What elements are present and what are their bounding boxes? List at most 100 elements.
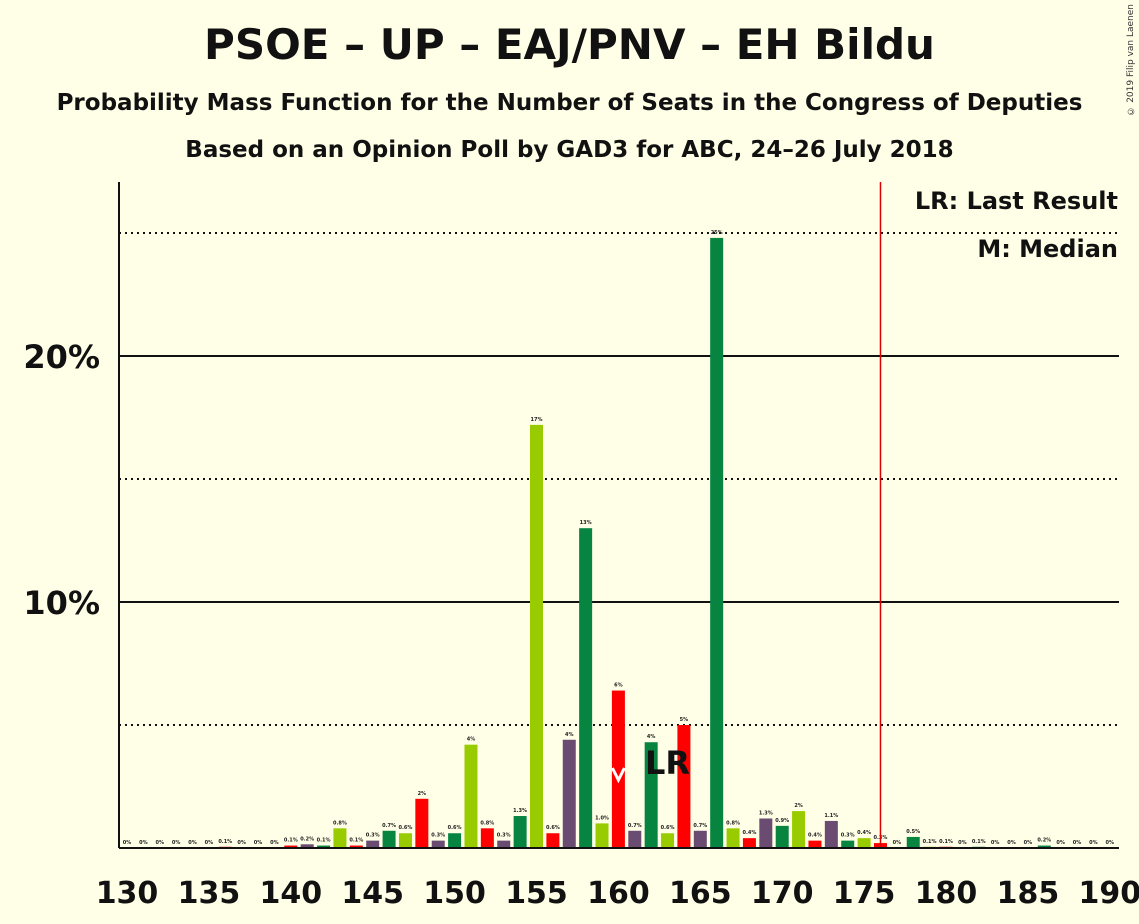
legend-last-result: LR: Last Result — [915, 187, 1118, 215]
data-label-148: 2% — [418, 791, 427, 797]
bar-165 — [693, 830, 707, 848]
data-label-173: 1.1% — [824, 813, 838, 819]
bar-168 — [742, 838, 756, 848]
y-axis-ticks: 10% 20% — [23, 338, 100, 622]
bar-148 — [415, 798, 429, 848]
gridlines — [119, 232, 1119, 726]
data-label-169: 1.3% — [759, 810, 773, 816]
bar-164 — [677, 725, 691, 848]
bar-152 — [480, 828, 494, 848]
x-tick-label: 130 — [96, 876, 159, 911]
bar-142 — [317, 845, 331, 848]
y-tick-label: 20% — [23, 338, 100, 376]
bar-159 — [595, 823, 609, 848]
bar-140 — [284, 845, 298, 848]
bar-170 — [775, 825, 789, 848]
last-result-marker: LR — [645, 744, 690, 782]
bar-141 — [300, 844, 314, 848]
bar-155 — [530, 424, 543, 848]
legend-median: M: Median — [977, 235, 1118, 263]
data-label-152: 0.8% — [480, 820, 494, 826]
data-label-142: 0.1% — [317, 838, 331, 844]
bar-149 — [431, 840, 445, 848]
data-label-136: 0.1% — [218, 839, 232, 845]
x-tick-label: 145 — [341, 876, 404, 911]
data-label-143: 0.8% — [333, 820, 347, 826]
x-tick-label: 180 — [915, 876, 978, 911]
x-tick-label: 140 — [259, 876, 322, 911]
bar-174 — [841, 840, 855, 848]
data-label-132: 0% — [156, 840, 165, 846]
chart-subtitle: Probability Mass Function for the Number… — [56, 90, 1083, 116]
data-label-149: 0.3% — [431, 833, 445, 839]
data-label-137: 0% — [237, 840, 246, 846]
data-label-153: 0.3% — [497, 833, 511, 839]
bar-147 — [398, 833, 412, 848]
data-label-151: 4% — [467, 737, 476, 743]
x-tick-label: 155 — [505, 876, 568, 911]
bar-186 — [1037, 845, 1051, 848]
data-label-138: 0% — [254, 840, 263, 846]
bar-146 — [382, 830, 396, 848]
bar-163 — [661, 833, 675, 848]
bar-171 — [792, 811, 806, 848]
data-label-189: 0% — [1089, 840, 1098, 846]
data-label-174: 0.3% — [841, 833, 855, 839]
data-label-165: 0.7% — [693, 823, 707, 829]
bar-150 — [448, 833, 462, 848]
bar-169 — [759, 818, 773, 848]
bar-167 — [726, 828, 740, 848]
data-label-145: 0.3% — [366, 833, 380, 839]
bar-162 — [644, 742, 658, 848]
x-tick-label: 185 — [997, 876, 1060, 911]
data-label-177: 0% — [893, 840, 902, 846]
data-label-160: 6% — [614, 683, 623, 689]
y-tick-label: 10% — [23, 584, 100, 622]
data-label-186: 0.2% — [1037, 838, 1051, 844]
data-label-155: 17% — [531, 417, 543, 423]
bar-173 — [824, 820, 838, 848]
x-tick-label: 190 — [1078, 876, 1139, 911]
data-label-141: 0.2% — [300, 836, 314, 842]
data-label-161: 0.7% — [628, 823, 642, 829]
median-marker — [611, 767, 626, 784]
data-label-183: 0% — [991, 840, 1000, 846]
data-label-158: 13% — [580, 520, 592, 526]
data-label-147: 0.6% — [399, 825, 413, 831]
chart-title: PSOE – UP – EAJ/PNV – EH Bildu — [204, 20, 935, 69]
data-labels: 0% 0% 0% 0% 0% 0% 0.1% 0% 0% 0% 0.1% 0.2% 0.1%0.8%0.… — [123, 230, 1114, 846]
bar-172 — [808, 840, 822, 848]
data-label-170: 0.9% — [775, 818, 789, 824]
bar-157 — [562, 739, 576, 848]
data-label-150: 0.6% — [448, 825, 462, 831]
data-label-181: 0% — [958, 840, 967, 846]
chart-subtitle-source: Based on an Opinion Poll by GAD3 for ABC… — [185, 137, 954, 163]
bar-175 — [857, 838, 871, 848]
data-label-139: 0% — [270, 840, 279, 846]
data-label-146: 0.7% — [382, 823, 396, 829]
data-label-130: 0% — [123, 840, 132, 846]
bars — [218, 237, 1051, 849]
x-tick-label: 135 — [178, 876, 241, 911]
data-label-175: 0.4% — [857, 830, 871, 836]
x-tick-label: 160 — [587, 876, 650, 911]
data-label-172: 0.4% — [808, 833, 822, 839]
bar-145 — [366, 840, 380, 848]
bar-158 — [579, 528, 593, 848]
data-label-162: 4% — [647, 734, 656, 740]
data-label-168: 0.4% — [743, 830, 757, 836]
data-label-133: 0% — [172, 840, 181, 846]
data-label-140: 0.1% — [284, 838, 298, 844]
data-label-190: 0% — [1106, 840, 1115, 846]
data-label-182: 0.1% — [972, 839, 986, 845]
data-label-157: 4% — [565, 732, 574, 738]
data-label-135: 0% — [205, 840, 214, 846]
bar-151 — [464, 744, 478, 848]
data-label-180: 0.1% — [939, 839, 953, 845]
data-label-185: 0% — [1024, 840, 1033, 846]
bar-144 — [349, 845, 363, 848]
x-tick-label: 150 — [423, 876, 486, 911]
data-label-131: 0% — [139, 840, 148, 846]
data-label-159: 1.0% — [595, 815, 609, 821]
